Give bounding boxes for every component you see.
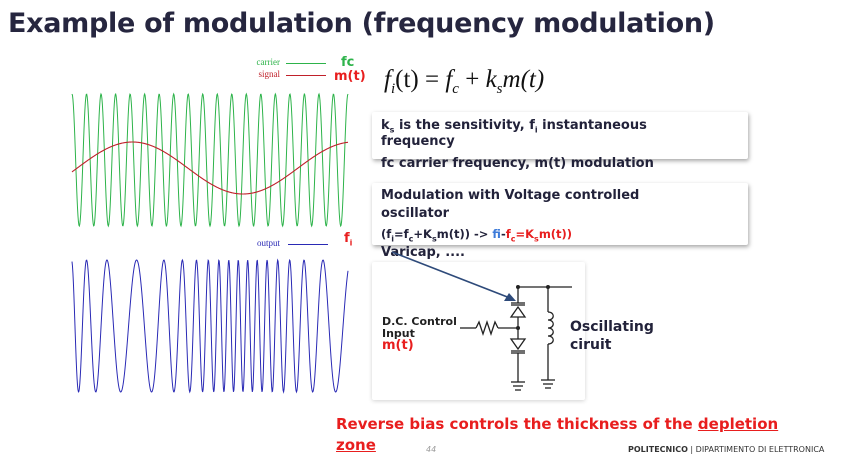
fm-formula: fi(t) = fc + ksm(t) <box>384 66 545 97</box>
vco-note-line2: oscillator <box>381 206 450 221</box>
sensitivity-note-box <box>372 112 748 159</box>
legend-output-symbol: fi <box>344 231 353 248</box>
dc-input-label: Input <box>382 327 415 340</box>
vco-note-line1: Modulation with Voltage controlled <box>381 188 640 203</box>
legend-output-label: output <box>256 238 280 248</box>
sensitivity-note-line2: frequency <box>381 134 455 149</box>
slide-title: Example of modulation (frequency modulat… <box>8 8 715 39</box>
fm-output-wave <box>71 258 349 394</box>
legend-signal-label: signal <box>258 69 281 79</box>
carrier-signal-plot <box>71 92 349 228</box>
legend-carrier-symbol: fc <box>341 55 355 70</box>
modulating-signal-wave <box>71 141 349 195</box>
vco-equation: (fi=fc+Ksm(t)) -> fi-fc=Ksm(t)) <box>381 227 573 244</box>
legend-carrier-label: carrier <box>256 57 280 67</box>
output-plot <box>71 258 349 394</box>
page-number: 44 <box>426 445 437 454</box>
dc-control-label: D.C. Control <box>382 315 457 328</box>
oscillating-circuit-label: Oscillating ciruit <box>570 319 654 353</box>
dc-input-mt: m(t) <box>382 338 414 353</box>
reverse-bias-note: Reverse bias controls the thickness of t… <box>336 415 779 454</box>
sensitivity-note-line1: ks is the sensitivity, fi instantaneous <box>381 118 647 135</box>
carrier-wave <box>71 92 349 228</box>
legend-signal-symbol: m(t) <box>334 69 366 84</box>
varicap-circuit-schematic <box>460 285 572 391</box>
carrier-note-line: fc carrier frequency, m(t) modulation <box>381 156 654 171</box>
legend-output-line <box>288 244 328 245</box>
legend-signal-line <box>286 75 326 76</box>
vco-note-box <box>372 183 748 245</box>
legend-carrier-line <box>286 63 326 64</box>
footer-institution: POLITECNICO | DIPARTIMENTO DI ELETTRONIC… <box>628 445 825 454</box>
